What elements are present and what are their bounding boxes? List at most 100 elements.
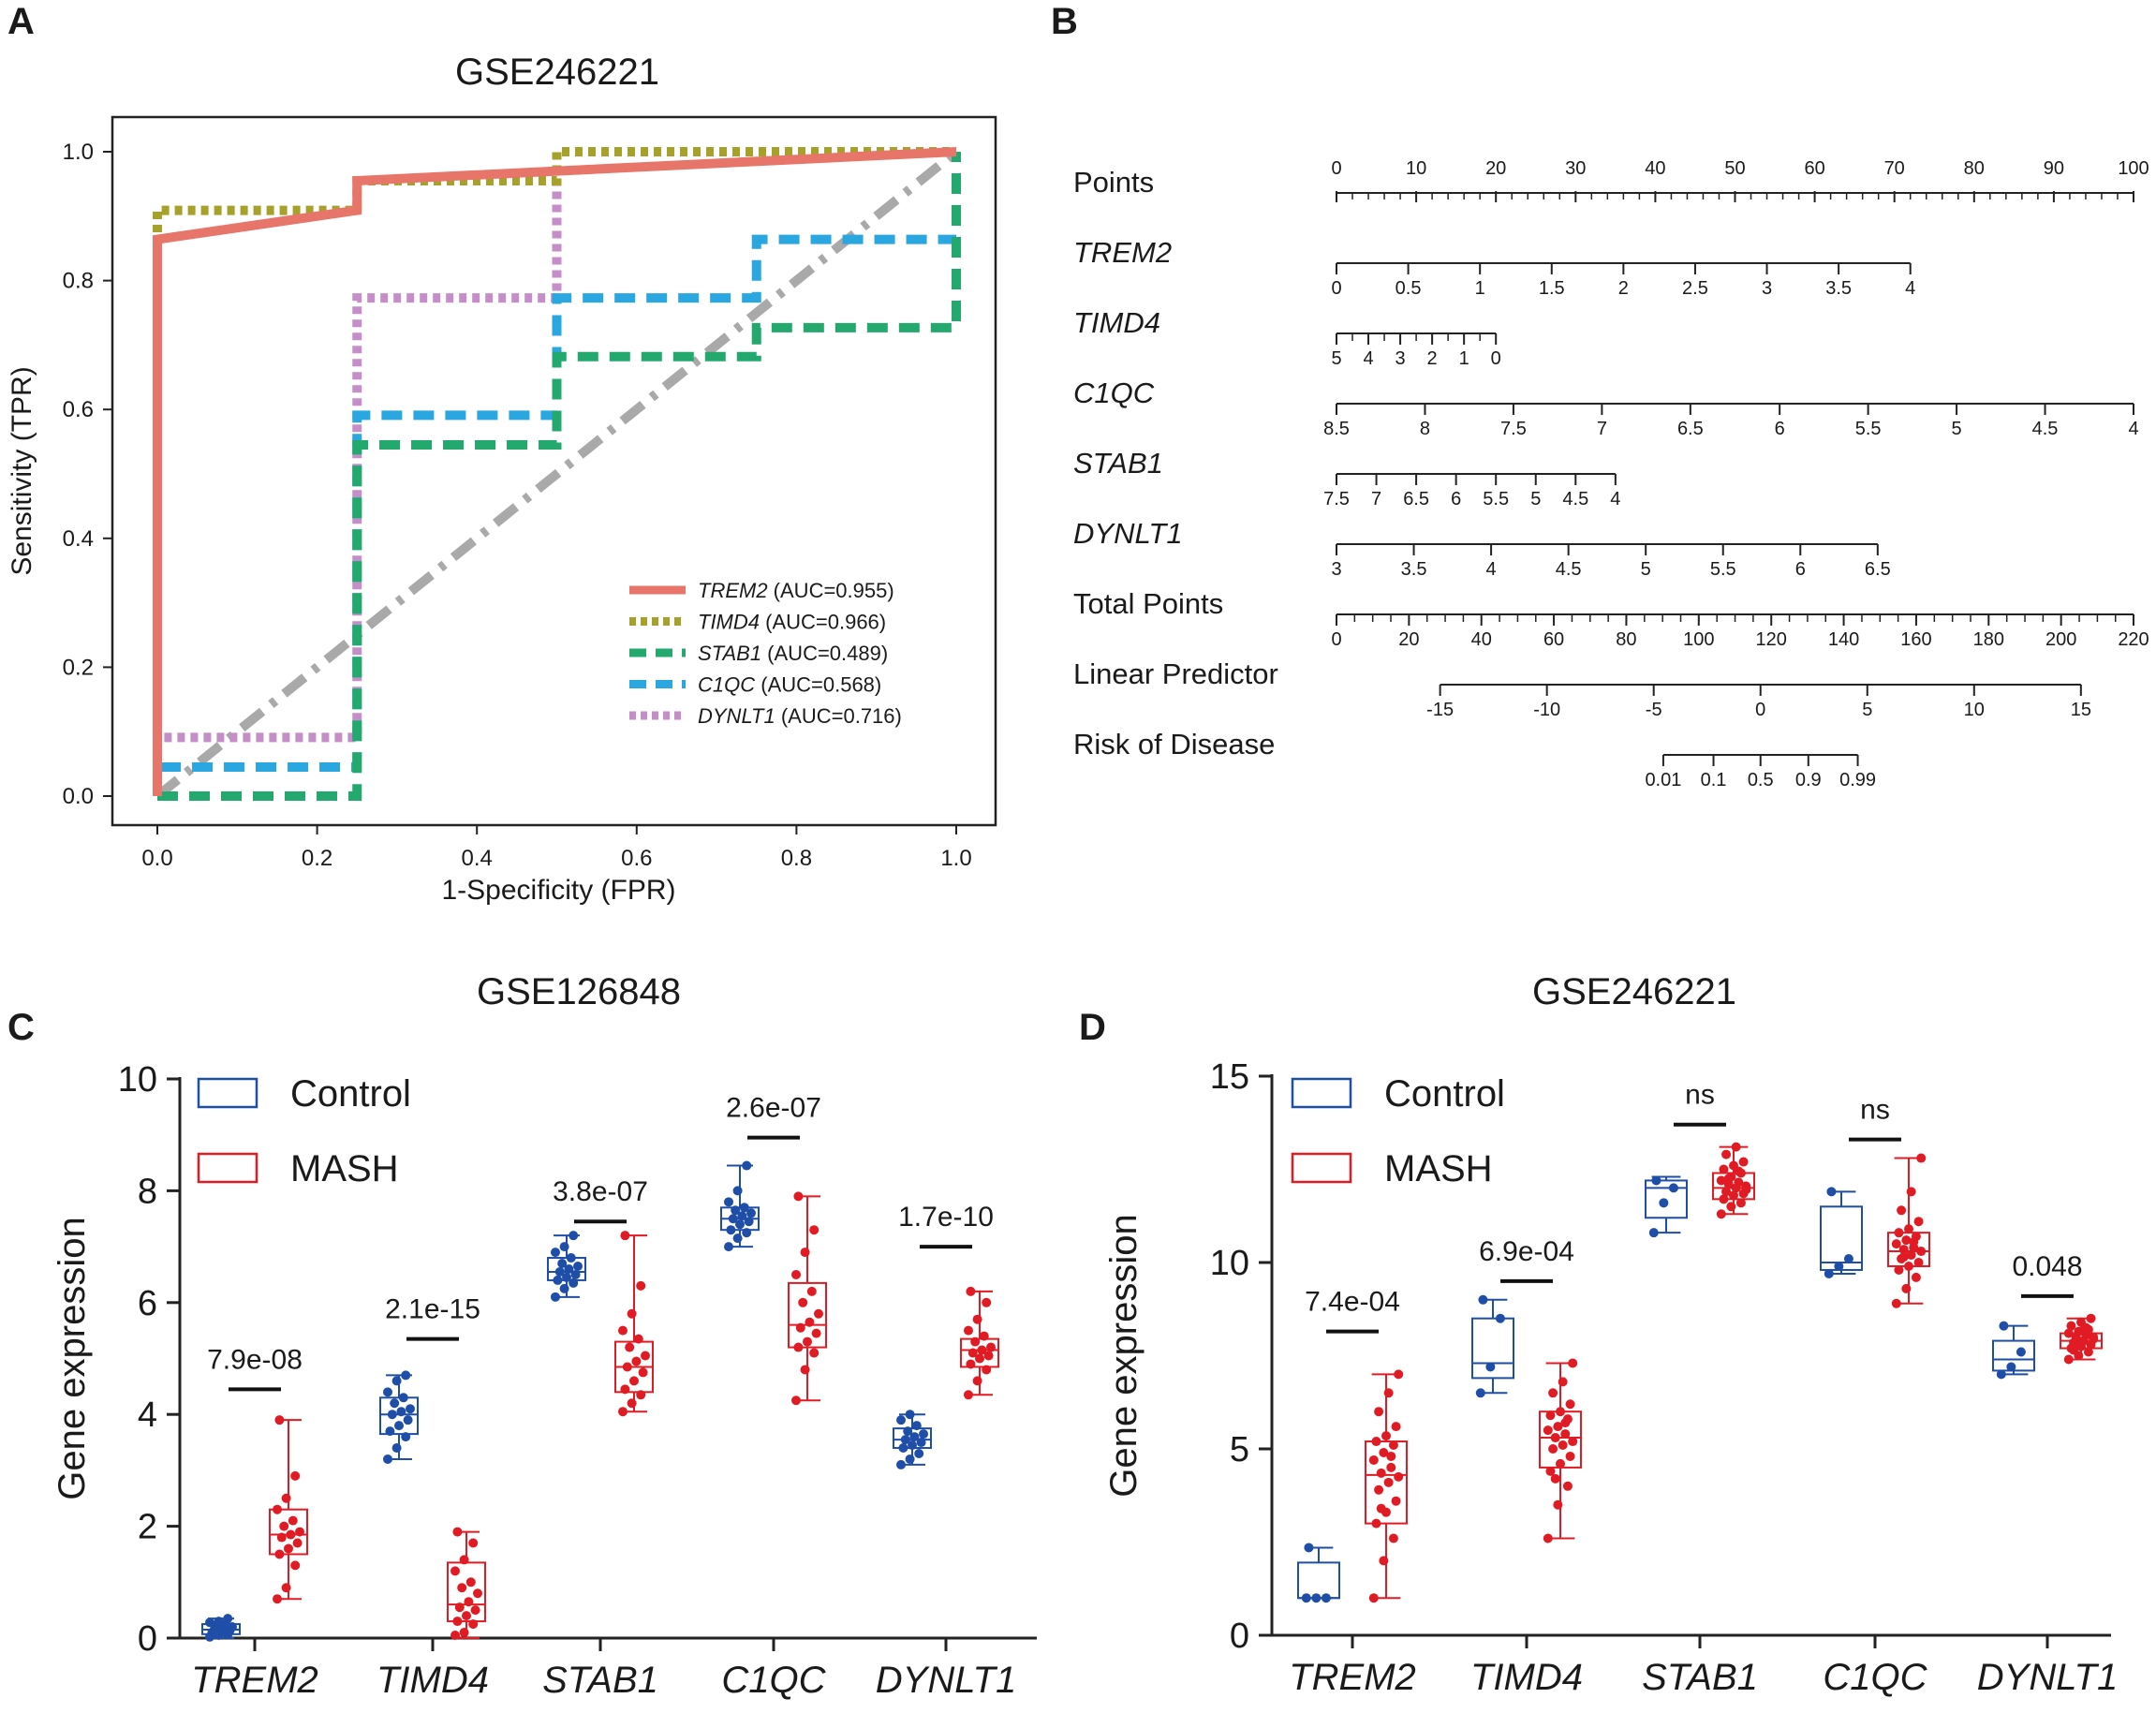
boxplot-d: 0 5 10 15 Gene expression Control MASH TREM2 7.4… bbox=[1103, 1057, 2118, 1698]
data-point-control bbox=[214, 1617, 224, 1627]
data-point-control bbox=[396, 1407, 406, 1417]
data-point-mash bbox=[2083, 1347, 2093, 1357]
category-label: TIMD4 bbox=[1470, 1657, 1583, 1698]
nomogram-tick-label: 5.5 bbox=[1855, 419, 1882, 439]
data-point-mash bbox=[966, 1286, 976, 1296]
data-point-mash bbox=[1391, 1422, 1401, 1432]
nomogram-tick-label: 160 bbox=[1900, 629, 1931, 650]
data-point-control bbox=[911, 1421, 922, 1431]
data-point-mash bbox=[1381, 1431, 1391, 1441]
data-point-mash bbox=[1901, 1283, 1912, 1293]
nomogram-tick-label: -15 bbox=[1426, 700, 1454, 720]
legend-label-mash: MASH bbox=[1384, 1148, 1493, 1189]
p-value-label: 2.6e-07 bbox=[726, 1093, 821, 1124]
data-point-mash bbox=[1716, 1209, 1726, 1219]
data-point-mash bbox=[1891, 1298, 1901, 1308]
x-tick-label: 0.2 bbox=[302, 846, 332, 871]
data-point-mash bbox=[473, 1588, 482, 1599]
data-point-mash bbox=[1901, 1235, 1912, 1246]
nomogram-tick-label: 4 bbox=[2128, 419, 2138, 439]
data-point-mash bbox=[972, 1376, 982, 1386]
data-point-control bbox=[916, 1438, 926, 1448]
data-point-mash bbox=[1565, 1399, 1575, 1410]
data-point-mash bbox=[1568, 1437, 1578, 1447]
y-tick-label: 5 bbox=[1230, 1430, 1249, 1469]
nomogram-tick-label: -5 bbox=[1646, 700, 1662, 720]
p-value-label: 7.4e-04 bbox=[1305, 1287, 1400, 1318]
data-point-mash bbox=[292, 1538, 303, 1548]
data-point-mash bbox=[964, 1325, 973, 1336]
data-point-control bbox=[1648, 1228, 1659, 1238]
p-value-label: ns bbox=[1860, 1095, 1890, 1126]
data-point-mash bbox=[1543, 1533, 1553, 1543]
data-point-mash bbox=[1374, 1407, 1384, 1417]
data-point-mash bbox=[1731, 1142, 1741, 1152]
legend-label-mash: MASH bbox=[290, 1148, 399, 1189]
data-point-mash bbox=[1735, 1198, 1746, 1208]
data-point-mash bbox=[618, 1325, 628, 1336]
legend-entry-timd4: TIMD4 (AUC=0.966) bbox=[698, 611, 886, 634]
data-point-mash bbox=[1553, 1422, 1563, 1432]
data-point-control bbox=[566, 1253, 576, 1263]
data-point-mash bbox=[638, 1367, 648, 1378]
nomogram-row-label: DYNLT1 bbox=[1073, 517, 1183, 550]
data-point-mash bbox=[977, 1345, 987, 1355]
data-point-mash bbox=[468, 1538, 479, 1548]
legend-auc: (AUC=0.568) bbox=[755, 673, 881, 697]
data-point-mash bbox=[1383, 1477, 1394, 1487]
y-tick-label: 0.8 bbox=[63, 269, 94, 294]
data-point-control bbox=[401, 1370, 411, 1381]
nomogram-row-label: C1QC bbox=[1073, 377, 1155, 409]
data-point-mash bbox=[281, 1493, 291, 1503]
data-point-mash bbox=[622, 1362, 632, 1372]
data-point-mash bbox=[636, 1390, 646, 1400]
data-point-control bbox=[401, 1432, 411, 1442]
nomogram-tick-label: 10 bbox=[1964, 700, 1985, 720]
data-point-mash bbox=[1560, 1418, 1571, 1428]
data-point-mash bbox=[1721, 1149, 1732, 1159]
data-point-mash bbox=[1906, 1187, 1916, 1197]
data-point-mash bbox=[286, 1529, 296, 1540]
data-point-mash bbox=[454, 1602, 465, 1613]
nomogram-row-label: TREM2 bbox=[1073, 236, 1172, 269]
nomogram-tick-label: 60 bbox=[1804, 158, 1824, 179]
legend-gene: TREM2 bbox=[698, 579, 768, 602]
data-point-control bbox=[1999, 1321, 2009, 1331]
legend-gene: C1QC bbox=[698, 673, 755, 697]
data-point-mash bbox=[982, 1297, 992, 1307]
nomogram-tick-label: 4.5 bbox=[2032, 419, 2059, 439]
data-point-mash bbox=[811, 1328, 821, 1338]
nomogram-tick-label: 100 bbox=[2118, 158, 2149, 179]
data-point-mash bbox=[2063, 1354, 2074, 1365]
data-point-mash bbox=[452, 1617, 463, 1627]
nomogram-tick-label: 15 bbox=[2071, 700, 2091, 720]
data-point-mash bbox=[1394, 1369, 1404, 1380]
data-point-mash bbox=[791, 1269, 801, 1279]
x-tick-label: 0.8 bbox=[781, 846, 812, 871]
data-point-mash bbox=[1371, 1437, 1381, 1447]
data-point-mash bbox=[1388, 1440, 1398, 1451]
panel-c-title: GSE126848 bbox=[477, 971, 681, 1012]
data-point-control bbox=[728, 1214, 738, 1224]
nomogram-tick-label: 6 bbox=[1795, 559, 1806, 580]
data-point-control bbox=[732, 1233, 743, 1244]
nomogram-tick-label: 6 bbox=[1451, 489, 1461, 509]
y-tick-label: 0.2 bbox=[63, 655, 94, 680]
nomogram-tick-label: 4 bbox=[1363, 348, 1373, 369]
data-point-mash bbox=[964, 1390, 973, 1400]
data-point-mash bbox=[1904, 1224, 1913, 1234]
nomogram-row-label: Risk of Disease bbox=[1073, 728, 1275, 761]
p-value-label: 7.9e-08 bbox=[207, 1344, 303, 1375]
data-point-control bbox=[383, 1387, 392, 1397]
data-point-mash bbox=[452, 1527, 463, 1537]
nomogram-tick-label: 4.5 bbox=[1562, 489, 1588, 509]
data-point-control bbox=[919, 1429, 928, 1440]
nomogram-tick-label: 5 bbox=[1530, 489, 1541, 509]
y-tick-label: 0.4 bbox=[63, 526, 94, 552]
data-point-control bbox=[559, 1242, 569, 1252]
data-point-control bbox=[1826, 1187, 1837, 1197]
data-point-mash bbox=[1916, 1247, 1927, 1257]
data-point-mash bbox=[1898, 1252, 1909, 1263]
nomogram-tick-label: 0 bbox=[1331, 629, 1341, 650]
